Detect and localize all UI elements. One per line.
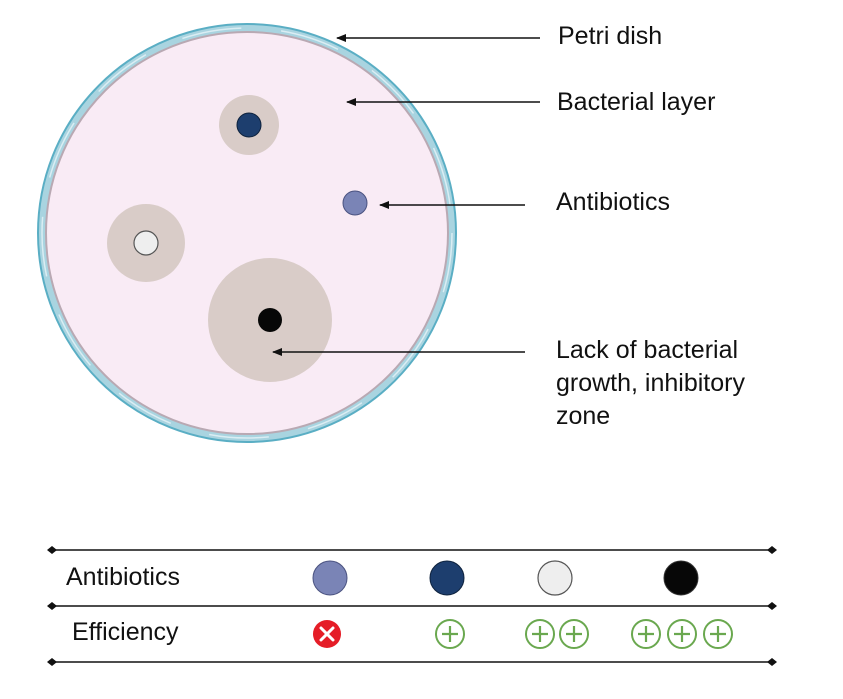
efficiency-lavender-cross-icon	[313, 620, 341, 648]
table-row-label-efficiency: Efficiency	[72, 618, 179, 646]
bacterial-layer	[45, 31, 449, 435]
efficiency-navy-plus-icon	[435, 619, 465, 649]
label-inhibitory-zone-line3: zone	[556, 402, 611, 430]
rim-highlight	[41, 27, 453, 439]
antibiotic-disc-lavender	[342, 190, 368, 216]
table-rule-top	[47, 546, 777, 554]
table-rule-middle	[47, 602, 777, 610]
antibiotic-disc-navy	[236, 112, 262, 138]
table-row-label-antibiotics: Antibiotics	[66, 563, 180, 591]
table-antibiotic-black	[663, 560, 699, 596]
table-antibiotic-lavender	[312, 560, 348, 596]
label-antibiotics: Antibiotics	[556, 188, 670, 216]
antibiotic-disc-black	[258, 308, 282, 332]
label-inhibitory-zone-line2: growth, inhibitory	[556, 369, 745, 397]
petri-dish	[37, 23, 457, 443]
table-antibiotic-navy	[429, 560, 465, 596]
antibiotic-disc-white	[133, 230, 159, 256]
label-inhibitory-zone-line1: Lack of bacterial	[556, 336, 739, 364]
table-antibiotic-white	[537, 560, 573, 596]
label-bacterial-layer: Bacterial layer	[557, 88, 716, 116]
efficiency-black-plus-icon	[631, 619, 733, 649]
efficiency-white-plus-icon	[525, 619, 589, 649]
table-rule-bottom	[47, 658, 777, 666]
label-petri-dish: Petri dish	[558, 22, 663, 50]
